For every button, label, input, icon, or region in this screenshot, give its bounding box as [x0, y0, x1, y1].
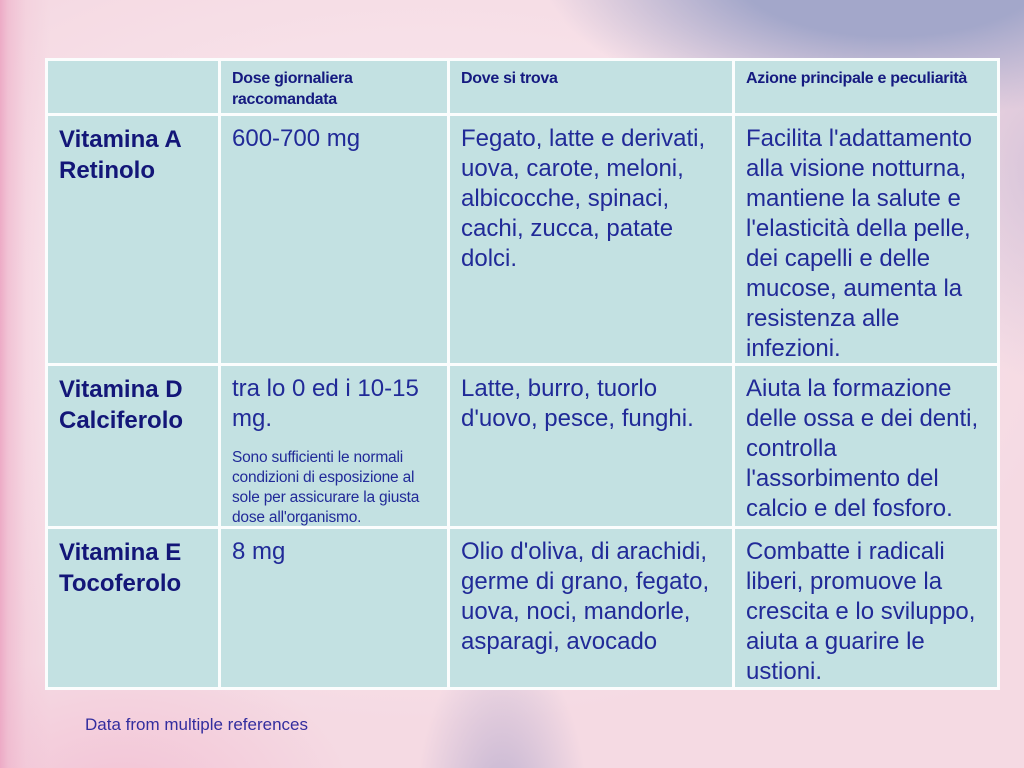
row-vitamin-a-name: Vitamina A Retinolo — [48, 116, 218, 363]
row-vitamin-e-dose: 8 mg — [221, 529, 447, 687]
row-vitamin-a-dose: 600-700 mg — [221, 116, 447, 363]
header-cell-dose: Dose giornaliera raccomandata — [221, 61, 447, 113]
footer-note: Data from multiple references — [85, 715, 308, 734]
row-vitamin-a-action: Facilita l'adattamento alla visione nott… — [735, 116, 997, 363]
row-vitamin-a-sources: Fegato, latte e derivati, uova, carote, … — [450, 116, 732, 363]
row-vitamin-d-name: Vitamina D Calciferolo — [48, 366, 218, 526]
vitamin-table: Dose giornaliera raccomandata Dove si tr… — [45, 58, 1000, 690]
header-cell-action: Azione principale e peculiarità — [735, 61, 997, 113]
row-vitamin-e-sources: Olio d'oliva, di arachidi, germe di gran… — [450, 529, 732, 687]
row-vitamin-e-name: Vitamina E Tocoferolo — [48, 529, 218, 687]
row-vitamin-e-action: Combatte i radicali liberi, promuove la … — [735, 529, 997, 687]
row-vitamin-d-dose: tra lo 0 ed i 10-15 mg. Sono sufficienti… — [221, 366, 447, 526]
header-cell-sources: Dove si trova — [450, 61, 732, 113]
row-vitamin-d-sources: Latte, burro, tuorlo d'uovo, pesce, fung… — [450, 366, 732, 526]
header-cell-empty — [48, 61, 218, 113]
row-vitamin-d-dose-note: Sono sufficienti le normali condizioni d… — [232, 449, 420, 526]
row-vitamin-d-dose-main: tra lo 0 ed i 10-15 mg. — [232, 375, 419, 432]
row-vitamin-d-action: Aiuta la formazione delle ossa e dei den… — [735, 366, 997, 526]
